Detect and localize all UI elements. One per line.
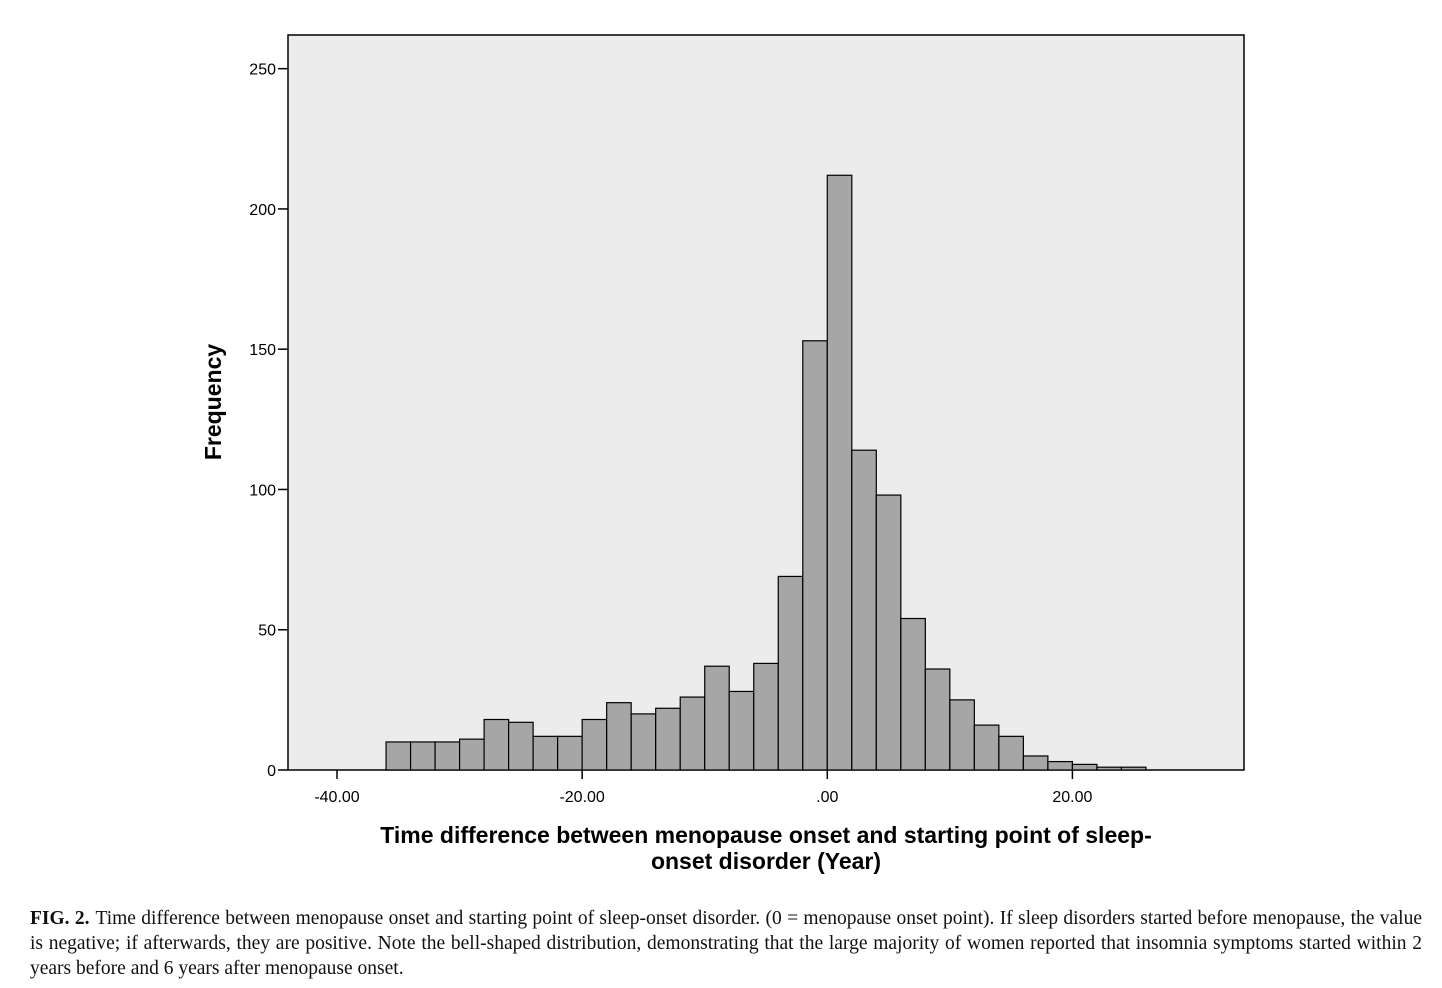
y-tick-label: 100	[249, 482, 276, 499]
histogram-bar	[409, 741, 436, 771]
x-axis-title-line-1: Time difference between menopause onset …	[380, 822, 1152, 848]
figure-label: FIG. 2.	[30, 908, 90, 929]
histogram-bar	[802, 340, 828, 771]
x-tick-label: -20.00	[559, 789, 604, 806]
plot-area	[287, 34, 1245, 771]
caption-text: Time difference between menopause onset …	[30, 908, 1422, 979]
histogram-chart: 0 50 100 150 200 250 -40.00 -20.00 .00 20.00 Fre…	[200, 34, 1245, 874]
x-axis: -40.00 -20.00 .00 20.00	[314, 770, 1093, 806]
figure-caption: FIG. 2. Time difference between menopause…	[30, 906, 1422, 981]
histogram-bar	[1022, 755, 1049, 771]
histogram-bar	[385, 741, 412, 771]
histogram-bar	[900, 617, 926, 771]
histogram-bar	[728, 690, 755, 771]
histogram-bar	[532, 735, 559, 771]
histogram-bar	[1047, 760, 1074, 771]
y-tick-label: 250	[249, 62, 276, 79]
histogram-bar	[1096, 766, 1123, 771]
histogram-bar	[924, 668, 951, 771]
histogram-bar	[949, 699, 975, 771]
histogram-bar	[875, 494, 902, 771]
x-tick-label: .00	[816, 789, 838, 806]
histogram-bar	[655, 707, 681, 771]
y-tick-label: 0	[267, 763, 276, 780]
bars-group	[385, 174, 1147, 771]
histogram-bar	[826, 174, 853, 771]
histogram-bar	[557, 735, 583, 771]
y-axis-title: Frequency	[200, 344, 226, 461]
y-axis: 0 50 100 150 200 250	[249, 62, 288, 780]
histogram-bar	[1071, 763, 1098, 771]
histogram-bar	[606, 702, 632, 771]
histogram-bar	[508, 721, 534, 771]
x-axis-title-line-2: onset disorder (Year)	[651, 848, 881, 874]
histogram-bar	[679, 696, 706, 771]
histogram-bar	[851, 449, 877, 771]
histogram-bar	[581, 718, 608, 771]
histogram-bar	[1120, 766, 1147, 771]
histogram-bar	[630, 713, 657, 771]
x-tick-label: -40.00	[314, 789, 359, 806]
histogram-bar	[777, 575, 804, 771]
y-tick-label: 150	[249, 342, 276, 359]
histogram-bar	[753, 662, 779, 771]
histogram-bar	[998, 735, 1024, 771]
histogram-bar	[483, 718, 510, 771]
histogram-bar	[704, 665, 730, 771]
histogram-bar	[973, 724, 1000, 771]
y-tick-label: 200	[249, 202, 276, 219]
y-tick-label: 50	[258, 623, 276, 640]
histogram-bar	[458, 738, 485, 771]
histogram-bar	[434, 741, 461, 771]
x-tick-label: 20.00	[1052, 789, 1092, 806]
